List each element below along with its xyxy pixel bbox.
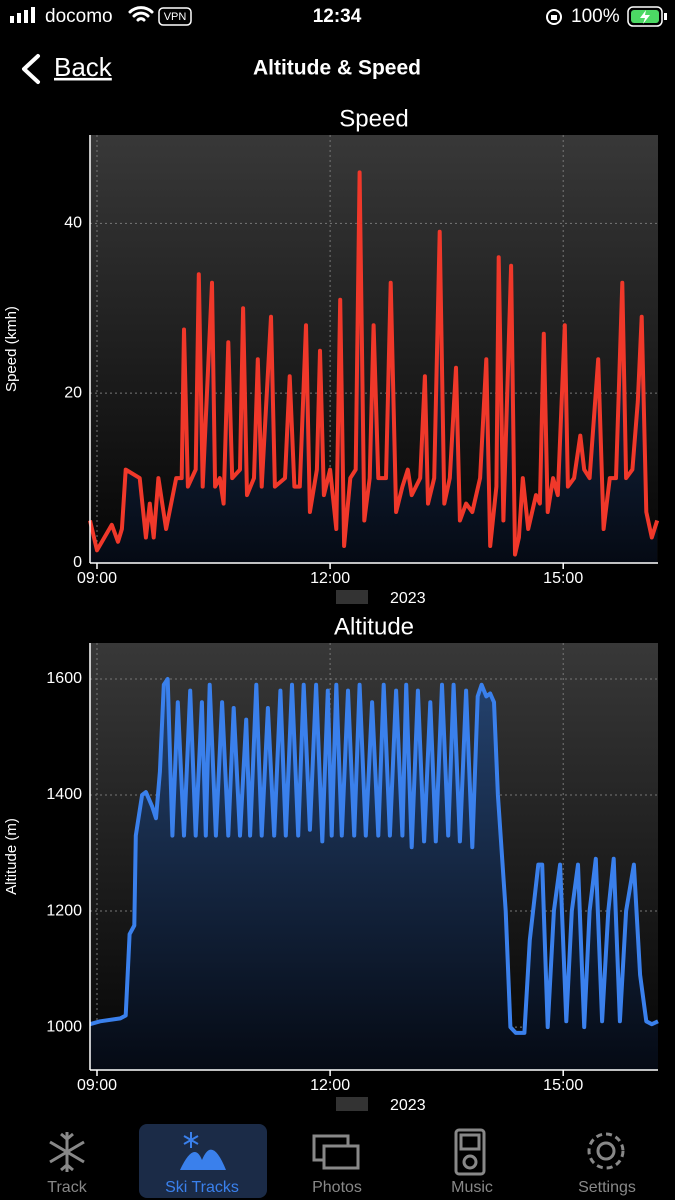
icon-track	[49, 1132, 85, 1172]
tab-label[interactable]: Music	[451, 1179, 493, 1196]
tab-label[interactable]: Ski Tracks	[165, 1179, 239, 1196]
icon-photos	[312, 1134, 360, 1170]
charts: Speed Speed (kmh) 0 20 40 09:00 12:00 15:00 2023…	[3, 105, 660, 1114]
battery-level: 100%	[571, 6, 620, 27]
x-tick-label: 15:00	[543, 570, 583, 587]
y-tick-label: 1000	[46, 1018, 82, 1035]
tab-label[interactable]: Photos	[312, 1179, 362, 1196]
y-tick-label: 1400	[46, 786, 82, 803]
tab-bar: Track Ski Tracks Photos Music Settings	[47, 1124, 636, 1198]
tab-label[interactable]: Settings	[578, 1179, 636, 1196]
icon-music	[454, 1128, 486, 1176]
y-tick-label: 0	[73, 554, 82, 571]
y-tick-label: 1600	[46, 670, 82, 687]
y-tick-label: 40	[64, 215, 82, 232]
x-tick-label: 12:00	[310, 1077, 350, 1094]
back-button[interactable]: Back	[22, 52, 113, 84]
tab-label[interactable]: Track	[47, 1179, 87, 1196]
y-tick-label: 20	[64, 384, 82, 401]
redacted-date	[336, 590, 368, 604]
chart-title: Speed	[339, 105, 408, 132]
y-axis-label: Altitude (m)	[3, 818, 20, 895]
chart-title: Altitude	[334, 613, 414, 640]
vpn-badge: VPN	[164, 11, 187, 23]
redacted-date	[336, 1097, 368, 1111]
line	[88, 170, 660, 557]
x-tick-label: 15:00	[543, 1077, 583, 1094]
y-axis-label: Speed (kmh)	[3, 306, 20, 392]
x-tick-label: 09:00	[77, 1077, 117, 1094]
icon-settings	[587, 1132, 625, 1170]
x-axis-label: 2023	[390, 1097, 426, 1114]
nav-title: Altitude & Speed	[253, 57, 421, 80]
x-tick-label: 12:00	[310, 570, 350, 587]
carrier: docomo	[45, 6, 113, 27]
status-bar: docomo VPN 12:34 100%	[10, 6, 667, 27]
x-tick-label: 09:00	[77, 570, 117, 587]
clock: 12:34	[313, 6, 362, 27]
back-label[interactable]: Back	[54, 52, 113, 82]
x-axis-label: 2023	[390, 590, 426, 607]
line	[89, 677, 659, 1035]
icon-ski-tracks	[180, 1132, 226, 1170]
y-tick-label: 1200	[46, 902, 82, 919]
